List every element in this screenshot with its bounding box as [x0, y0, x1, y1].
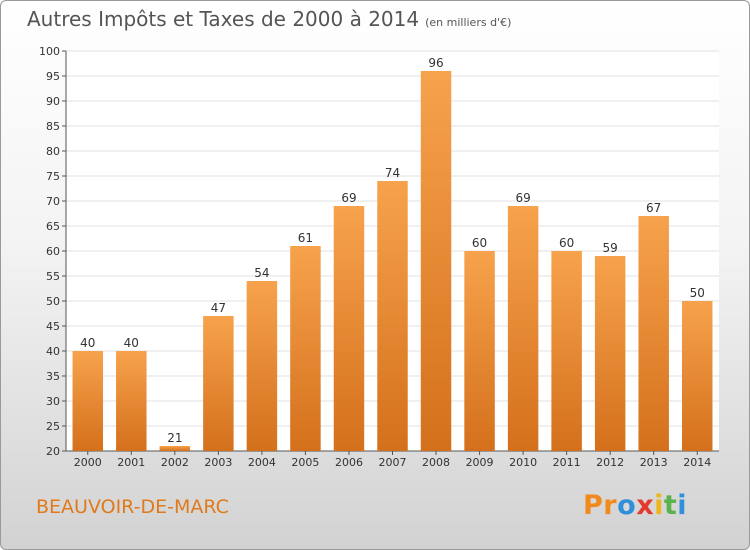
bar: [681, 301, 713, 451]
value-label: 74: [385, 166, 400, 180]
x-tick-label: 2002: [161, 456, 189, 469]
logo-letter: i: [677, 490, 688, 521]
value-label: 60: [559, 236, 574, 250]
y-tick-label: 50: [46, 295, 60, 308]
logo-letter: r: [603, 490, 618, 521]
x-tick-label: 2014: [683, 456, 711, 469]
value-label: 69: [341, 191, 356, 205]
y-tick-label: 75: [46, 170, 60, 183]
x-tick-label: 2000: [74, 456, 102, 469]
y-tick-label: 70: [46, 195, 60, 208]
x-tick-label: 2010: [509, 456, 537, 469]
y-tick-label: 55: [46, 270, 60, 283]
x-tick-label: 2009: [466, 456, 494, 469]
bar: [159, 446, 191, 451]
bar: [203, 316, 234, 451]
value-label: 60: [472, 236, 487, 250]
value-label: 50: [690, 286, 705, 300]
bar: [551, 251, 582, 451]
x-tick-label: 2007: [379, 456, 407, 469]
x-tick-label: 2003: [204, 456, 232, 469]
x-tick-label: 2012: [596, 456, 624, 469]
value-label: 67: [646, 201, 661, 215]
y-tick-label: 40: [46, 345, 60, 358]
unit-label: (en milliers d'€): [425, 16, 512, 29]
logo-letter: i: [654, 490, 664, 521]
x-tick-label: 2011: [553, 456, 581, 469]
x-tick-label: 2004: [248, 456, 276, 469]
x-tick-label: 2005: [291, 456, 319, 469]
logo-letter: x: [636, 490, 655, 521]
x-tick-label: 2008: [422, 456, 450, 469]
bar: [290, 246, 321, 451]
y-tick-label: 25: [46, 420, 60, 433]
x-tick-label: 2001: [117, 456, 145, 469]
bar: [594, 256, 626, 451]
y-tick-label: 95: [46, 70, 60, 83]
value-label: 54: [254, 266, 269, 280]
y-tick-label: 65: [46, 220, 60, 233]
value-label: 59: [603, 241, 618, 255]
y-tick-label: 85: [46, 120, 60, 133]
y-tick-label: 100: [39, 45, 60, 58]
value-label: 96: [428, 56, 443, 70]
y-tick-label: 30: [46, 395, 60, 408]
value-label: 40: [80, 336, 95, 350]
y-tick-label: 35: [46, 370, 60, 383]
value-label: 47: [211, 301, 226, 315]
y-tick-label: 60: [46, 245, 60, 258]
bar: [116, 351, 147, 451]
logo-letter: P: [583, 490, 604, 521]
bar: [72, 351, 104, 451]
y-tick-label: 20: [46, 445, 60, 458]
y-tick-label: 80: [46, 145, 60, 158]
chart-title: Autres Impôts et Taxes de 2000 à 2014 (en…: [27, 7, 511, 31]
title-text: Autres Impôts et Taxes de 2000 à 2014: [27, 7, 420, 31]
x-tick-label: 2006: [335, 456, 363, 469]
bar: [333, 206, 365, 451]
bar: [246, 281, 278, 451]
bar: [507, 206, 539, 451]
bar: [638, 216, 669, 451]
logo-letter: t: [663, 490, 678, 521]
value-label: 40: [124, 336, 139, 350]
value-label: 69: [515, 191, 530, 205]
value-label: 61: [298, 231, 313, 245]
bar: [464, 251, 495, 451]
y-tick-label: 45: [46, 320, 60, 333]
commune-name: BEAUVOIR-DE-MARC: [36, 496, 229, 518]
bar: [377, 181, 408, 451]
logo-letter: o: [617, 490, 637, 521]
proxiti-logo: Proxiti: [583, 490, 687, 521]
x-tick-label: 2013: [640, 456, 668, 469]
y-tick-label: 90: [46, 95, 60, 108]
bar: [420, 71, 452, 451]
value-label: 21: [167, 431, 182, 445]
